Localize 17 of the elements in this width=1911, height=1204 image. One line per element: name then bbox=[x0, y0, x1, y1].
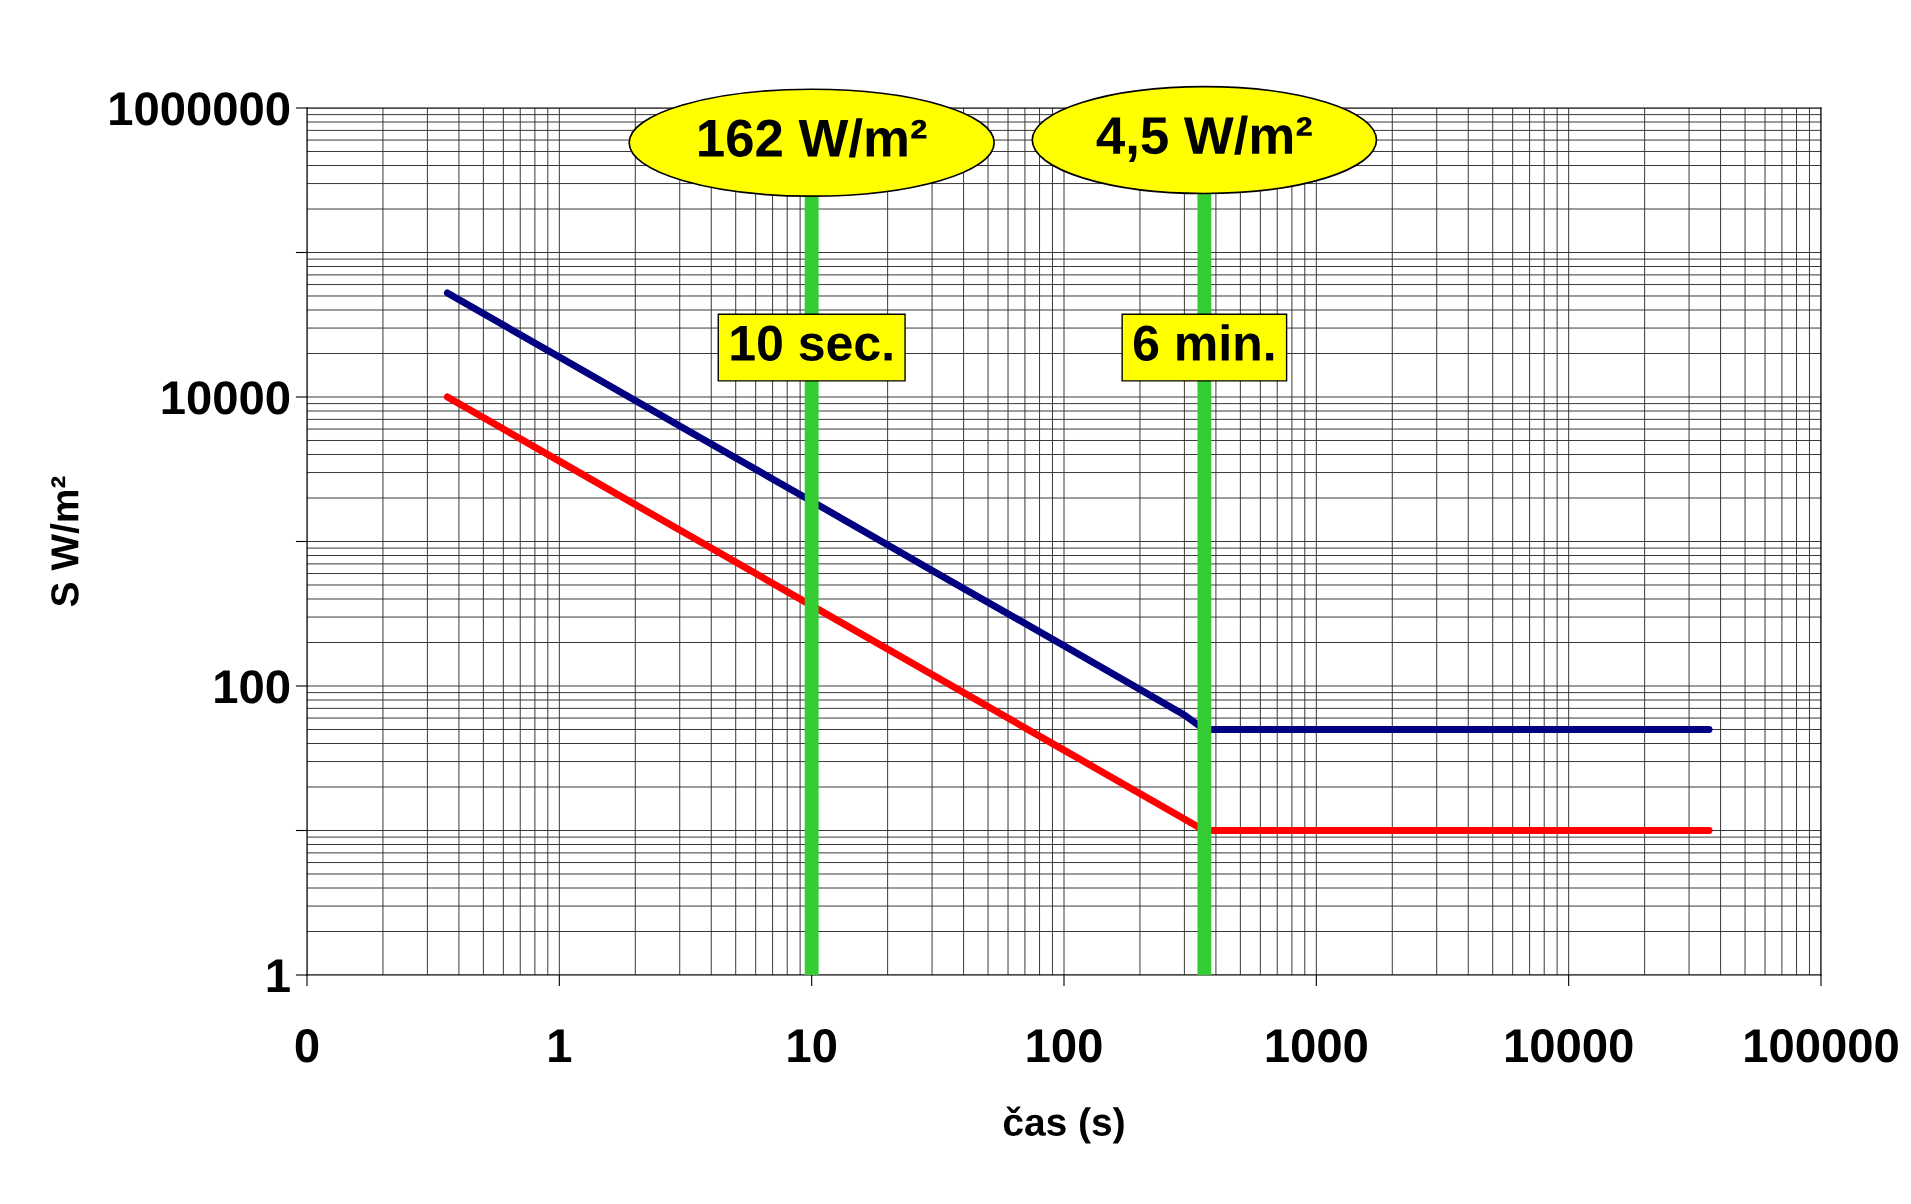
x-tick-label: 100000 bbox=[1745, 1029, 1898, 1063]
x-tick-label: 100 bbox=[1027, 1029, 1102, 1063]
y-tick-label: 10000 bbox=[162, 381, 290, 415]
x-tick-label: 1000 bbox=[1266, 1029, 1367, 1063]
y-tick-label: 1000000 bbox=[110, 92, 290, 126]
annotation: 162 W/m² bbox=[699, 118, 927, 158]
x-tick-label: 10000 bbox=[1505, 1029, 1633, 1063]
annotation: 4,5 W/m² bbox=[1096, 115, 1312, 162]
x-axis-title: čas (s) bbox=[1003, 1106, 1124, 1144]
y-tick-label: 1 bbox=[267, 959, 290, 993]
ref-line-label: 6 min. bbox=[1133, 324, 1274, 361]
y-axis-title: S W/m² bbox=[50, 476, 80, 607]
x-tick-label: 1 bbox=[549, 1029, 572, 1062]
x-tick-label: 10 bbox=[788, 1029, 836, 1063]
x-tick-label: 0 bbox=[295, 1029, 319, 1063]
y-tick-label: 100 bbox=[215, 670, 290, 704]
ref-line-label: 10 sec. bbox=[731, 325, 892, 361]
